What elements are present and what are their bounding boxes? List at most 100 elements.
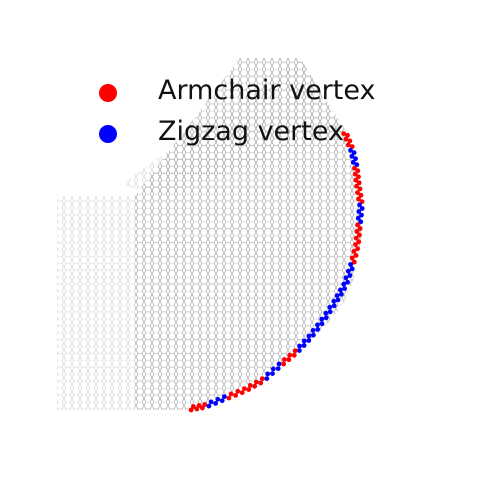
zigzag-vertex-marker (338, 291, 344, 297)
armchair-vertex-marker (226, 395, 232, 401)
armchair-vertex-marker (355, 246, 360, 252)
zigzag-vertex-marker (353, 156, 358, 162)
zigzag-vertex-marker (323, 310, 329, 316)
zigzag-vertex-marker (275, 366, 281, 371)
armchair-vertex-marker (357, 232, 362, 238)
armchair-vertex-marker (281, 361, 286, 367)
zigzag-vertex-marker (323, 315, 329, 321)
zigzag-legend-label: Zigzag vertex (158, 116, 344, 147)
armchair-vertex-marker (282, 357, 287, 362)
armchair-vertex-marker (359, 199, 365, 205)
zigzag-legend-marker (99, 125, 117, 143)
armchair-vertex-marker (354, 183, 359, 189)
zigzag-vertex-marker (347, 273, 353, 278)
armchair-vertex-marker (246, 387, 252, 392)
armchair-vertex-marker (196, 403, 202, 408)
armchair-vertex-marker (347, 138, 353, 144)
zigzag-vertex-marker (327, 304, 333, 310)
zigzag-vertex-marker (276, 361, 282, 367)
zigzag-vertex-marker (265, 371, 271, 377)
armchair-vertex-marker (253, 379, 259, 385)
armchair-vertex-marker (356, 180, 362, 186)
zigzag-vertex-marker (222, 394, 227, 399)
armchair-vertex-marker (351, 248, 357, 254)
armchair-vertex-marker (247, 383, 253, 388)
armchair-vertex-marker (351, 259, 357, 265)
armchair-vertex-marker (353, 253, 359, 258)
zigzag-vertex-marker (306, 338, 312, 343)
zigzag-vertex-marker (342, 286, 347, 291)
zigzag-vertex-marker (348, 262, 353, 267)
zigzag-vertex-marker (349, 153, 355, 159)
armchair-vertex-marker (356, 196, 361, 202)
zigzag-vertex-marker (359, 206, 365, 211)
armchair-vertex-marker (349, 255, 355, 261)
zigzag-vertex-marker (327, 309, 333, 315)
armchair-vertex-marker (259, 376, 265, 382)
zigzag-vertex-marker (306, 333, 312, 339)
edge-vertices (188, 131, 365, 413)
zigzag-vertex-marker (345, 268, 351, 274)
armchair-vertex-marker (355, 168, 361, 174)
armchair-vertex-marker (352, 171, 358, 177)
armchair-vertex-marker (228, 391, 234, 397)
armchair-vertex-marker (343, 136, 349, 142)
armchair-vertex-marker (345, 142, 351, 148)
zigzag-vertex-marker (331, 298, 337, 304)
zigzag-vertex-marker (358, 219, 364, 225)
armchair-vertex-marker (239, 390, 245, 396)
zigzag-vertex-marker (215, 396, 221, 402)
armchair-vertex-marker (354, 229, 360, 234)
armchair-vertex-marker (292, 348, 298, 354)
zigzag-vertex-marker (310, 328, 316, 333)
zigzag-vertex-marker (319, 316, 325, 322)
zigzag-vertex-marker (206, 403, 212, 409)
armchair-vertex-marker (353, 177, 359, 183)
zigzag-vertex-marker (359, 212, 364, 218)
zigzag-vertex-marker (350, 159, 356, 165)
armchair-vertex-marker (358, 192, 364, 198)
zigzag-vertex-marker (349, 266, 355, 272)
armchair-vertex-marker (353, 235, 359, 241)
armchair-vertex-marker (233, 393, 239, 398)
zigzag-vertex-marker (341, 281, 347, 287)
zigzag-vertex-marker (219, 398, 225, 404)
zigzag-vertex-marker (208, 399, 214, 405)
zigzag-vertex-marker (343, 275, 349, 281)
armchair-vertex-marker (287, 352, 293, 358)
armchair-legend-marker (99, 84, 117, 102)
zigzag-vertex-marker (311, 332, 316, 338)
zigzag-vertex-marker (354, 162, 360, 168)
zigzag-vertex-marker (297, 343, 302, 349)
armchair-vertex-marker (345, 132, 350, 138)
lattice-left-region (57, 196, 135, 410)
armchair-vertex-marker (356, 174, 361, 180)
zigzag-vertex-marker (348, 147, 353, 153)
armchair-vertex-marker (191, 404, 196, 409)
armchair-vertex-marker (286, 357, 292, 363)
zigzag-vertex-marker (345, 279, 350, 285)
zigzag-vertex-marker (351, 150, 357, 156)
zigzag-vertex-marker (356, 209, 362, 214)
armchair-vertex-marker (357, 186, 363, 192)
armchair-vertex-marker (200, 405, 205, 411)
armchair-vertex-marker (356, 239, 362, 245)
armchair-vertex-marker (357, 226, 363, 231)
zigzag-vertex-marker (315, 322, 320, 328)
zigzag-vertex-marker (331, 303, 337, 309)
armchair-vertex-marker (235, 388, 241, 394)
armchair-legend-label: Armchair vertex (158, 75, 376, 106)
zigzag-vertex-marker (355, 215, 361, 221)
armchair-vertex-marker (355, 190, 360, 196)
armchair-vertex-marker (242, 386, 247, 391)
armchair-vertex-marker (341, 131, 346, 137)
zigzag-vertex-marker (334, 293, 340, 298)
armchair-vertex-marker (258, 380, 264, 386)
zigzag-vertex-marker (357, 202, 362, 208)
armchair-vertex-marker (194, 406, 200, 412)
zigzag-vertex-marker (264, 376, 270, 381)
zigzag-vertex-marker (335, 297, 341, 303)
armchair-vertex-marker (291, 352, 297, 358)
armchair-vertex-marker (188, 407, 194, 413)
